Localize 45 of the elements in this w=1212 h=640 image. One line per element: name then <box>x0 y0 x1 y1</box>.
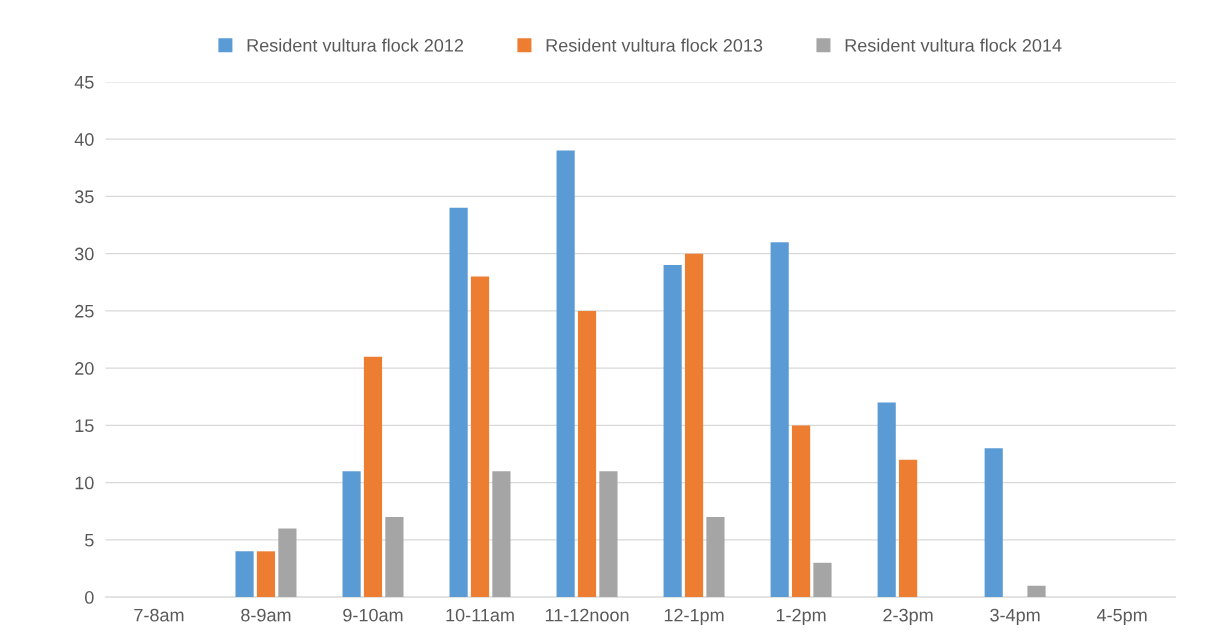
y-tick-label: 35 <box>74 190 94 204</box>
bar <box>791 425 811 598</box>
y-tick-label: 20 <box>75 362 94 375</box>
legend-label: Resident vultura flock 2014 <box>845 38 1062 52</box>
bar <box>470 276 490 598</box>
bar <box>385 516 404 598</box>
y-tick-label: 15 <box>75 419 94 433</box>
bar <box>770 242 789 598</box>
x-tick-label: 12-1pm <box>664 608 724 626</box>
y-tick-label: 10 <box>75 476 94 490</box>
bar <box>599 471 618 598</box>
x-tick-label: 4-5pm <box>1096 608 1147 626</box>
bar <box>706 516 725 598</box>
bar <box>278 528 297 598</box>
bar <box>577 310 597 598</box>
x-tick-label: 8-9am <box>241 608 291 622</box>
bar <box>342 471 361 598</box>
x-tick-label: 11-12noon <box>545 608 629 622</box>
x-tick-label: 2-3pm <box>883 608 933 626</box>
bar <box>449 207 468 598</box>
legend-label: Resident vultura flock 2012 <box>247 38 464 52</box>
bar <box>556 150 575 598</box>
x-tick-label: 7-8am <box>134 608 184 622</box>
y-tick-label: 25 <box>75 304 94 318</box>
legend-label: Resident vultura flock 2013 <box>546 38 763 52</box>
bar <box>492 471 511 598</box>
bar <box>1027 585 1046 598</box>
bar <box>898 459 918 598</box>
y-tick-label: 0 <box>85 591 94 604</box>
y-tick-label: 30 <box>74 247 94 261</box>
y-tick-label: 45 <box>74 76 94 89</box>
y-tick-label: 40 <box>74 133 94 146</box>
x-tick-label: 1-2pm <box>776 608 826 626</box>
x-tick-label: 3-4pm <box>990 608 1040 626</box>
bar <box>877 402 896 598</box>
bar <box>235 551 254 598</box>
x-tick-label: 10-11am <box>446 608 514 622</box>
bar <box>684 253 704 598</box>
y-tick-label: 5 <box>85 534 94 547</box>
x-tick-label: 9-10am <box>343 608 403 622</box>
bar <box>984 448 1003 598</box>
bar <box>813 562 832 598</box>
bar <box>663 265 682 598</box>
bar <box>256 551 276 598</box>
bar <box>363 356 383 598</box>
